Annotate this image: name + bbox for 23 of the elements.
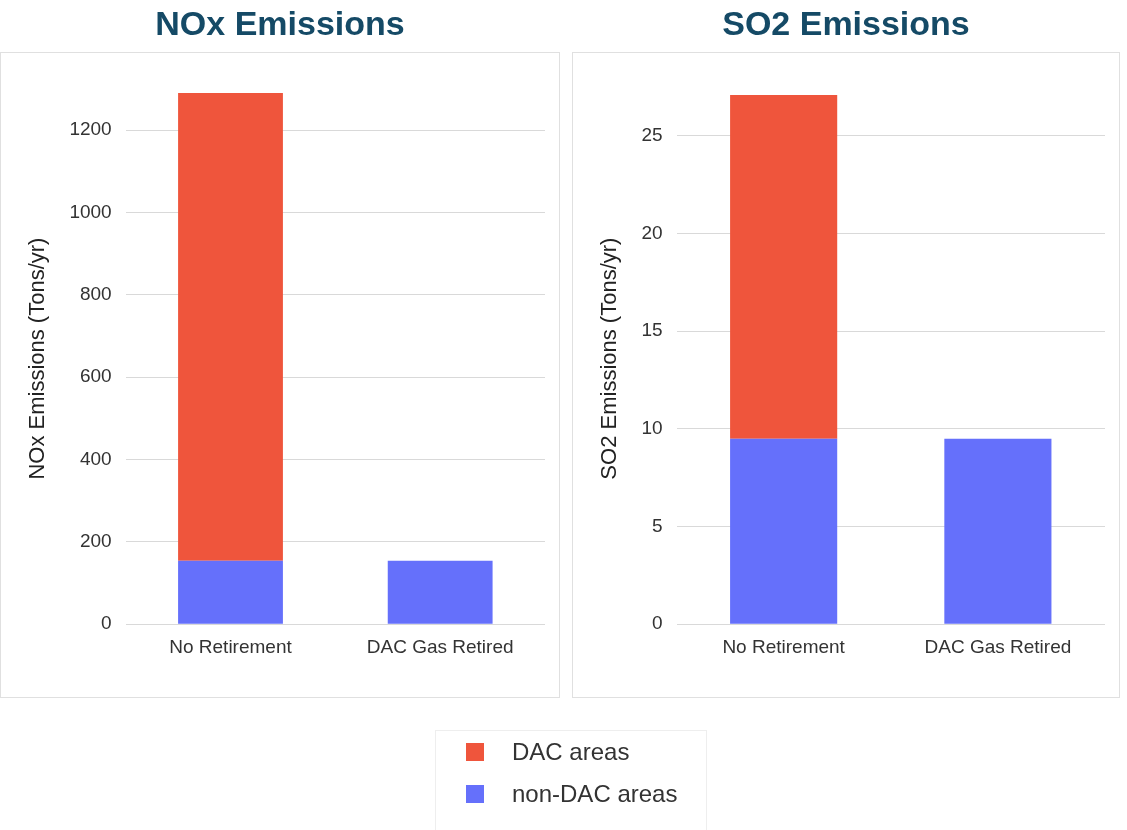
y-tick-label: 600 — [79, 365, 112, 387]
y-axis-title: SO2 Emissions (Tons/yr) — [596, 237, 622, 480]
legend-label: DAC areas — [512, 738, 630, 766]
x-tick-label: No Retirement — [722, 635, 846, 657]
legend-label: non-DAC areas — [512, 780, 678, 808]
y-axis-title: NOx Emissions (Tons/yr) — [24, 237, 50, 480]
y-tick-label: 200 — [79, 530, 112, 552]
y-tick-label: 0 — [101, 612, 112, 634]
y-tick-label: 800 — [79, 283, 112, 305]
y-tick-label: 5 — [651, 514, 663, 536]
y-tick-label: 0 — [651, 612, 663, 634]
y-tick-label: 1200 — [69, 118, 112, 140]
y-tick-label: 10 — [641, 417, 663, 439]
y-tick-label: 25 — [641, 124, 663, 146]
y-tick-label: 1000 — [69, 200, 112, 222]
chart-title: NOx Emissions — [154, 4, 406, 43]
y-tick-label: 15 — [641, 319, 663, 341]
y-tick-label: 20 — [641, 221, 663, 243]
x-tick-label: DAC Gas Retired — [924, 635, 1072, 657]
chart-title: SO2 Emissions — [721, 4, 971, 43]
x-tick-label: DAC Gas Retired — [366, 635, 514, 657]
y-tick-label: 400 — [79, 447, 112, 469]
x-tick-label: No Retirement — [169, 635, 293, 657]
